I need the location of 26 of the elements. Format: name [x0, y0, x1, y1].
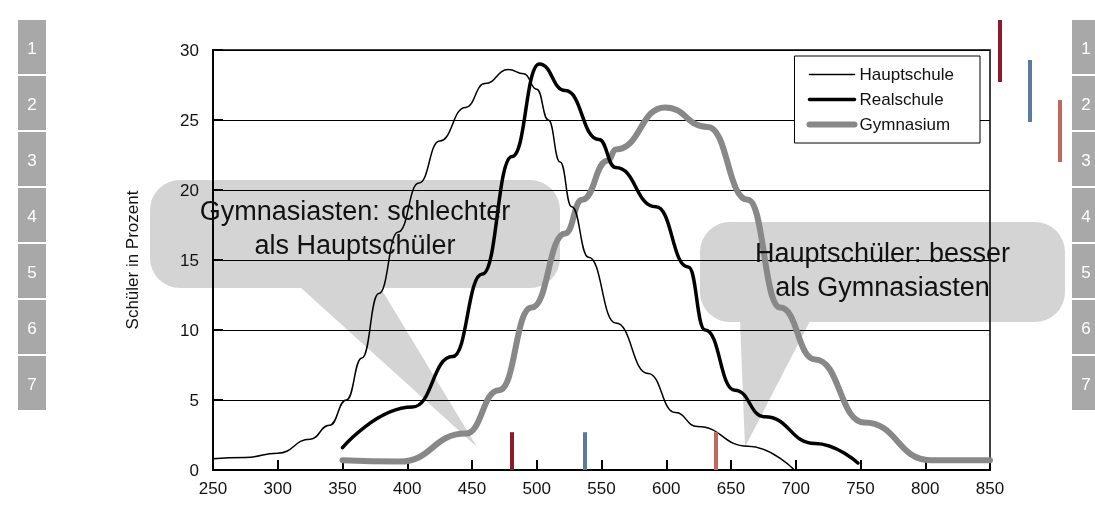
- legend-label: Hauptschule: [859, 65, 955, 84]
- y-tick-label: 20: [180, 180, 199, 200]
- x-tick-label: 600: [652, 479, 681, 498]
- y-tick-label: 15: [180, 250, 199, 270]
- x-tick-label: 350: [328, 479, 357, 498]
- legend-label: Realschule: [859, 90, 944, 109]
- page-tabs: 1 2 3 4 5 6 7: [1072, 20, 1095, 410]
- y-tick-label: 25: [180, 110, 199, 130]
- x-tick-label: 500: [522, 479, 551, 498]
- y-tick-label: 30: [180, 40, 199, 60]
- x-tick-label: 800: [911, 479, 940, 498]
- y-tick-label: 5: [189, 390, 199, 410]
- x-tick-label: 700: [781, 479, 810, 498]
- x-tick-label: 550: [587, 479, 616, 498]
- x-tick-label: 250: [198, 479, 228, 498]
- y-axis-title: Schüler in Prozent: [123, 190, 142, 330]
- x-tick-label: 750: [846, 479, 875, 498]
- legend-label: Gymnasium: [859, 115, 951, 134]
- x-tick-label: 400: [393, 479, 422, 498]
- x-tick-label: 650: [716, 479, 746, 498]
- x-tick-label: 300: [263, 479, 292, 498]
- page-tabs: 1 2 3 4 5 6 7: [18, 20, 46, 410]
- y-tick-label: 10: [180, 320, 199, 340]
- x-tick-label: 850: [975, 479, 1005, 498]
- x-tick-label: 450: [457, 479, 487, 498]
- y-tick-label: 0: [189, 460, 199, 480]
